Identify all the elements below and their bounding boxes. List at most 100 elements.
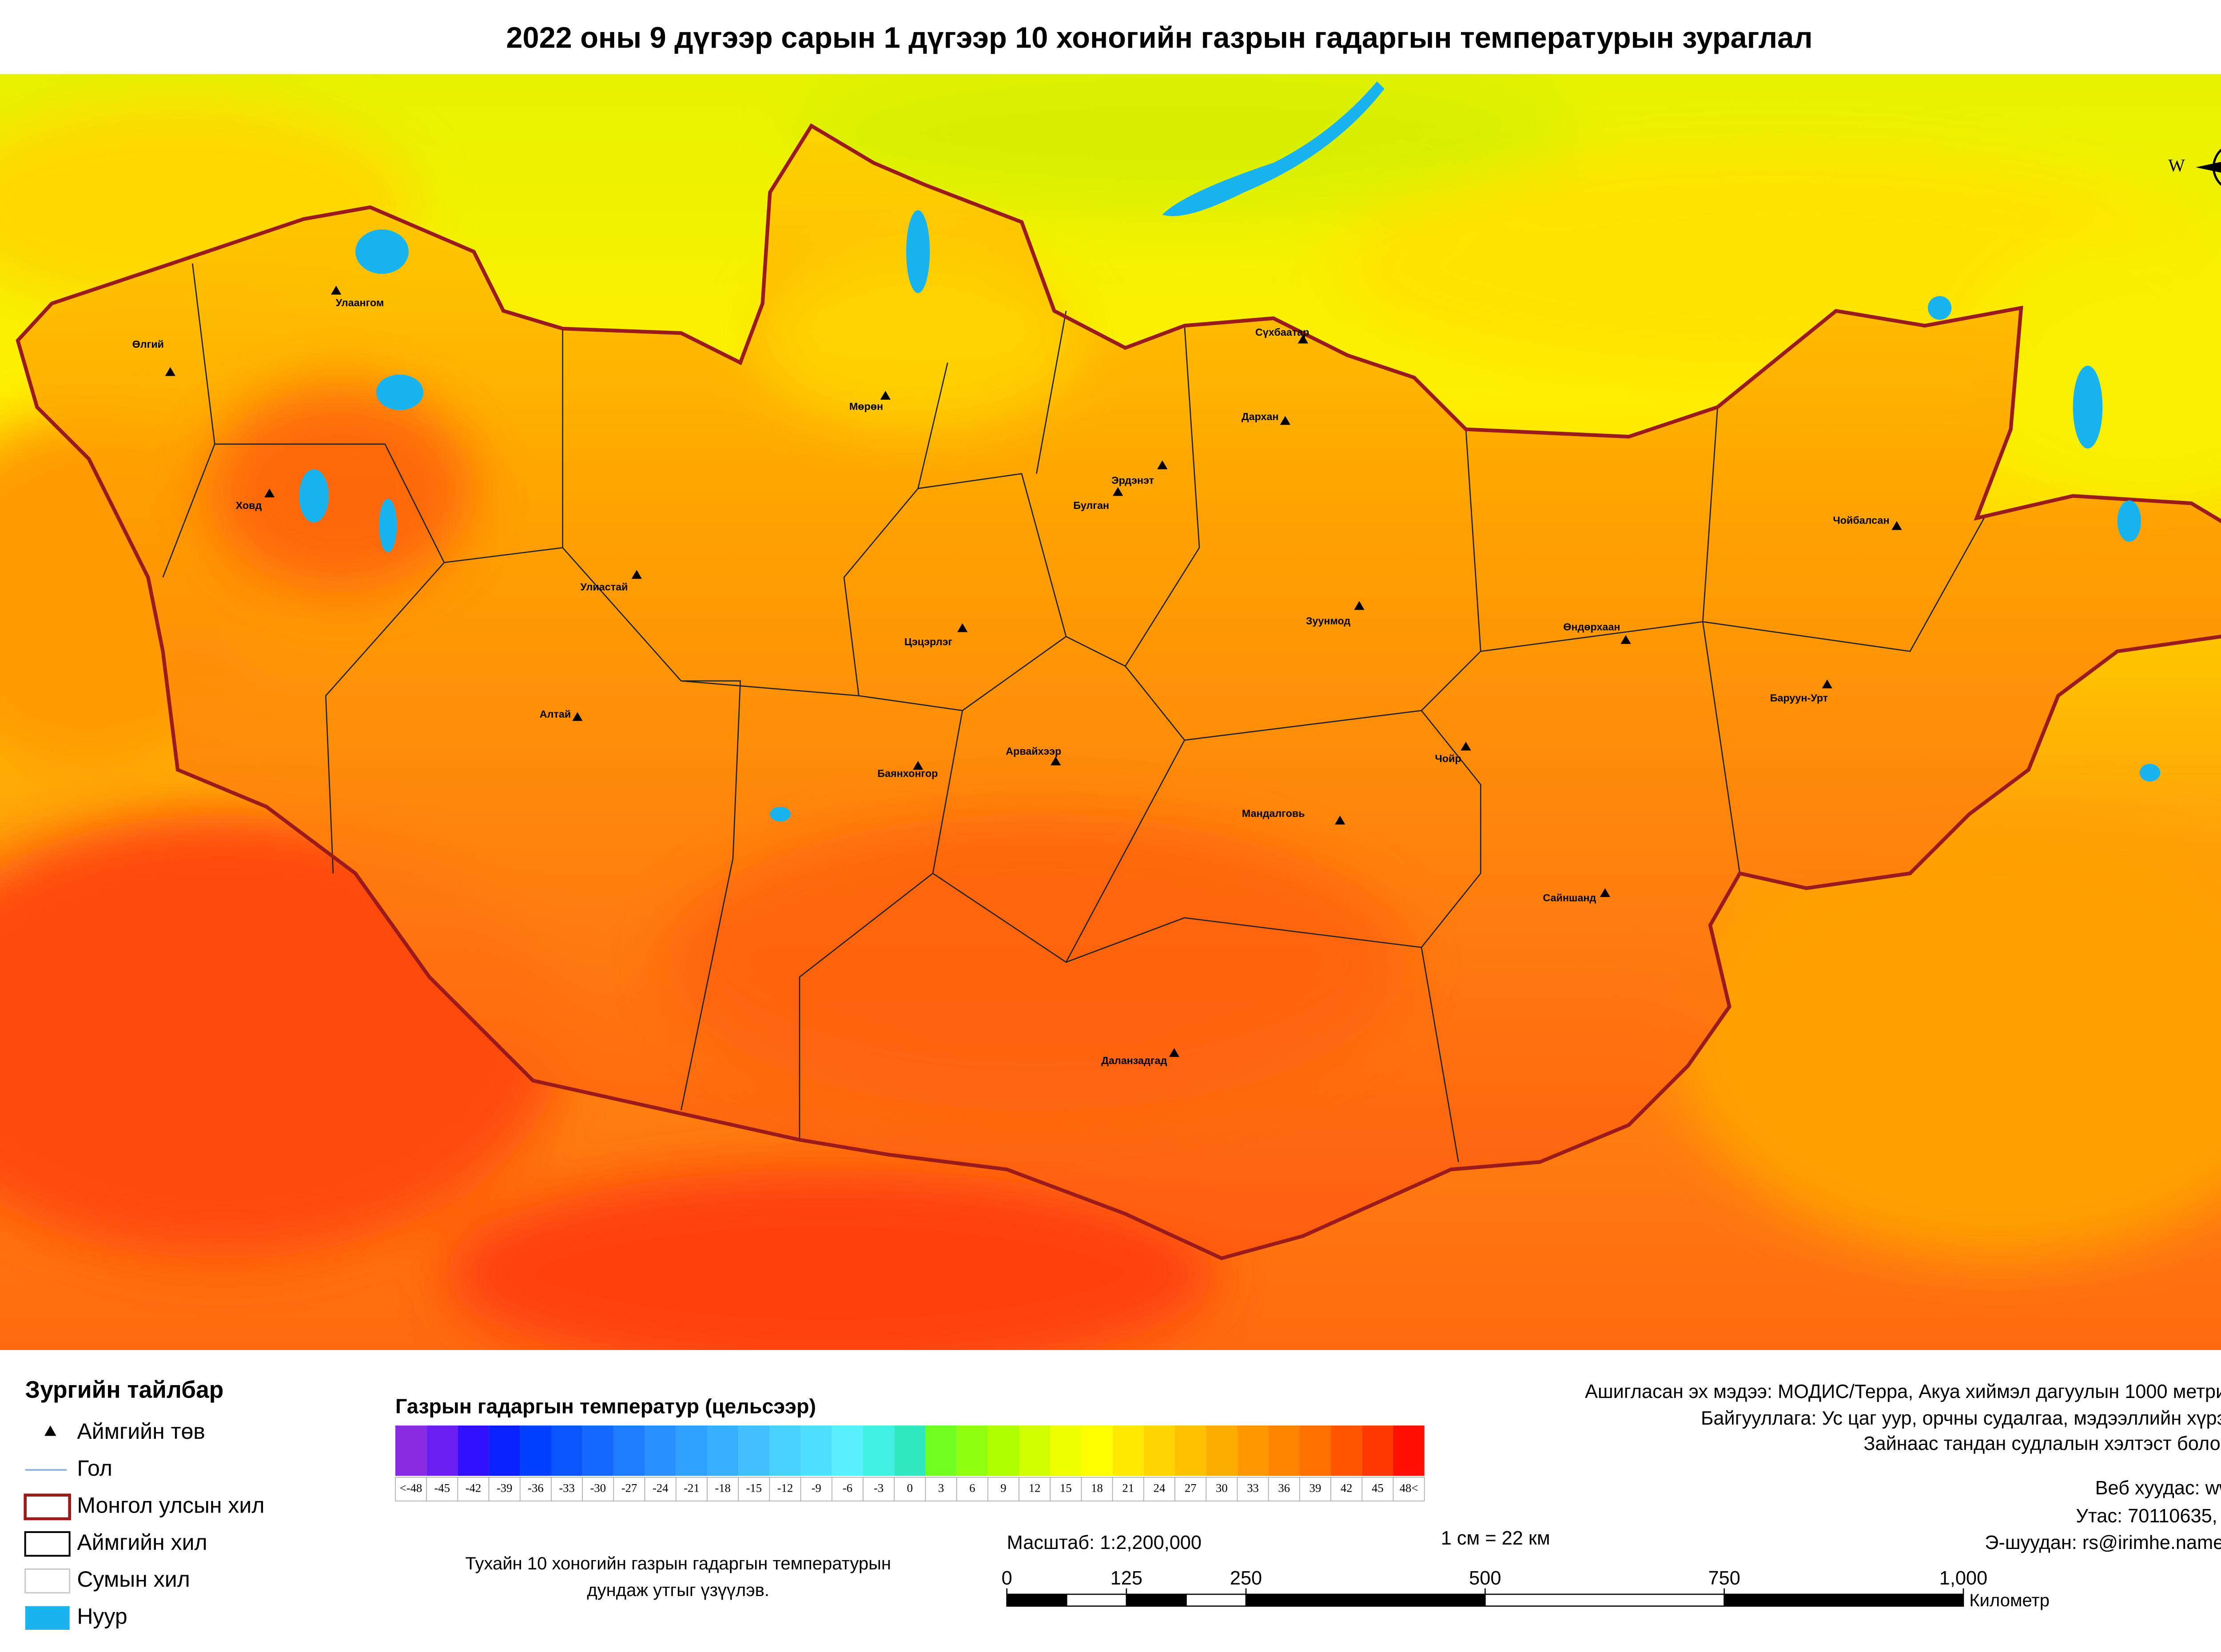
legend-item: Аймгийн төв bbox=[77, 1419, 205, 1444]
colorbar-cell bbox=[1081, 1426, 1113, 1476]
colorbar-cell bbox=[676, 1426, 708, 1476]
center-marker bbox=[631, 570, 642, 579]
colorbar-cell bbox=[1143, 1426, 1175, 1476]
colorbar-cell bbox=[1268, 1426, 1300, 1476]
center-name: Мөрөн bbox=[849, 401, 883, 412]
legend-item: Гол bbox=[77, 1456, 112, 1481]
contact-line: Э-шуудан: rs@irimhe.namem.gov.mn bbox=[1985, 1532, 2221, 1553]
center-name: Чойр bbox=[1435, 753, 1461, 764]
center-marker bbox=[165, 367, 175, 376]
center-marker bbox=[1600, 888, 1610, 897]
compass: N E S W bbox=[2168, 148, 2221, 186]
colorbar-label: -45 bbox=[434, 1481, 450, 1494]
legend-item: Аймгийн хил bbox=[77, 1530, 207, 1555]
scale-segment bbox=[1723, 1593, 1964, 1607]
colorbar-cell bbox=[582, 1426, 614, 1476]
scale-tick-label: 0 bbox=[1002, 1568, 1012, 1589]
center-name: Чойбалсан bbox=[1833, 514, 1889, 526]
colorbar-cell bbox=[1393, 1426, 1425, 1476]
center-marker bbox=[1822, 679, 1832, 688]
colorbar-cell bbox=[1362, 1426, 1393, 1476]
colorbar-label-box bbox=[1143, 1477, 1175, 1501]
colorbar-label-box bbox=[488, 1477, 521, 1501]
colorbar-label: 48< bbox=[1400, 1481, 1418, 1494]
colorbar-label-box bbox=[1081, 1477, 1113, 1501]
center-marker bbox=[331, 286, 342, 295]
colorbar-cell bbox=[863, 1426, 895, 1476]
info-line: Байгууллага: Ус цаг уур, орчны судалгаа,… bbox=[1701, 1408, 2221, 1429]
scale-tick-label: 1,000 bbox=[1939, 1568, 1987, 1589]
colorbar-label: -36 bbox=[528, 1481, 544, 1494]
colorbar-title: Газрын гадаргын температур (цельсээр) bbox=[395, 1394, 816, 1418]
colorbar-cell bbox=[520, 1426, 552, 1476]
center-marker bbox=[1051, 756, 1061, 766]
scale-bar: 0 125 250 500 750 1,000 Километр bbox=[1002, 1568, 2050, 1610]
center-marker bbox=[1169, 1048, 1179, 1057]
center-marker bbox=[572, 712, 583, 721]
colorbar-label: -33 bbox=[559, 1481, 575, 1494]
legend-symbol bbox=[24, 1493, 71, 1521]
contact-line: Утас: 70110635, 70110638 bbox=[2076, 1505, 2221, 1527]
colorbar-cell bbox=[832, 1426, 864, 1476]
colorbar-label-box bbox=[1019, 1477, 1051, 1501]
legend-title: Зургийн тайлбар bbox=[25, 1377, 224, 1403]
colorbar-label: 6 bbox=[969, 1481, 975, 1494]
colorbar-cell bbox=[707, 1426, 739, 1476]
legend-item: Сумын хил bbox=[77, 1567, 190, 1592]
legend-symbol bbox=[44, 1426, 56, 1436]
legend-symbol bbox=[24, 1531, 71, 1557]
note: дундаж утгыг үзүүлэв. bbox=[587, 1581, 769, 1600]
colorbar-label-box bbox=[1393, 1477, 1425, 1501]
center-marker bbox=[1280, 416, 1290, 425]
legend-item: Монгол улсын хил bbox=[77, 1493, 264, 1518]
colorbar-label: 24 bbox=[1154, 1481, 1166, 1494]
center-name: Зуунмод bbox=[1306, 615, 1351, 627]
colorbar-label: 12 bbox=[1029, 1481, 1041, 1494]
info-line: Ашигласан эх мэдээ: МОДИС/Терра, Акуа хи… bbox=[1585, 1381, 2221, 1402]
colorbar-label-box bbox=[613, 1477, 645, 1501]
aimag-centers: Улаангом Өлгий Ховд Улиастай Алтай Мөрөн Цэцэр… bbox=[132, 286, 1902, 1066]
colorbar-label: 0 bbox=[907, 1481, 913, 1494]
colorbar-label-box bbox=[582, 1477, 614, 1501]
info-line: Зайнаас тандан судлалын хэлтэст боловсру… bbox=[1863, 1433, 2221, 1454]
temperature-field bbox=[0, 74, 2221, 1350]
scale-tick-label: 500 bbox=[1469, 1568, 1501, 1589]
center-name: Эрдэнэт bbox=[1111, 474, 1154, 486]
legend: Зургийн тайлбар Аймгийн төв Гол Монгол у… bbox=[24, 1377, 265, 1630]
colorbar-cell bbox=[458, 1426, 489, 1476]
colorbar: <-48 -45 -42 -39 -36 -33 -30 -27 -24 -21 -18 -15 -12… bbox=[395, 1426, 1425, 1501]
colorbar-label: 15 bbox=[1060, 1481, 1072, 1494]
center-name: Даланзадгад bbox=[1101, 1055, 1167, 1066]
colorbar-label: -39 bbox=[497, 1481, 513, 1494]
scale-segment bbox=[1245, 1593, 1486, 1607]
colorbar-label: 30 bbox=[1216, 1481, 1228, 1494]
colorbar-label: -12 bbox=[777, 1481, 793, 1494]
center-name: Булган bbox=[1073, 500, 1109, 511]
center-marker bbox=[1620, 635, 1631, 644]
colorbar-label: -27 bbox=[621, 1481, 637, 1494]
note: Тухайн 10 хоногийн газрын гадаргын темпе… bbox=[465, 1554, 891, 1573]
center-name: Арвайхээр bbox=[1006, 745, 1061, 757]
colorbar-label-box bbox=[925, 1477, 957, 1501]
colorbar-cell bbox=[426, 1426, 458, 1476]
scale-text: Масштаб: 1:2,200,000 bbox=[1007, 1532, 1202, 1553]
center-marker bbox=[1891, 521, 1902, 530]
colorbar-label: -9 bbox=[812, 1481, 821, 1494]
colorbar-cell bbox=[613, 1426, 645, 1476]
aimag-borders bbox=[162, 263, 1985, 1162]
colorbar-cell bbox=[738, 1426, 770, 1476]
national-border bbox=[16, 123, 2221, 1260]
colorbar-label-box bbox=[769, 1477, 801, 1501]
center-name: Ховд bbox=[236, 500, 262, 511]
compass-w: W bbox=[2168, 155, 2185, 175]
colorbar-label: 27 bbox=[1185, 1481, 1197, 1494]
center-marker bbox=[1298, 334, 1308, 344]
colorbar-cell bbox=[800, 1426, 832, 1476]
colorbar-label: <-48 bbox=[400, 1481, 422, 1494]
center-name: Баруун-Урт bbox=[1770, 692, 1828, 703]
colorbar-cell bbox=[894, 1426, 926, 1476]
colorbar-cell bbox=[1299, 1426, 1331, 1476]
colorbar-label: -18 bbox=[715, 1481, 731, 1494]
